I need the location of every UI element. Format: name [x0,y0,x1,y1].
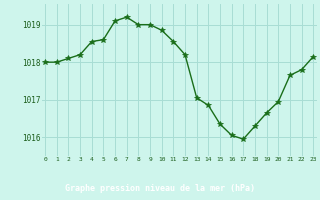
Text: Graphe pression niveau de la mer (hPa): Graphe pression niveau de la mer (hPa) [65,184,255,193]
